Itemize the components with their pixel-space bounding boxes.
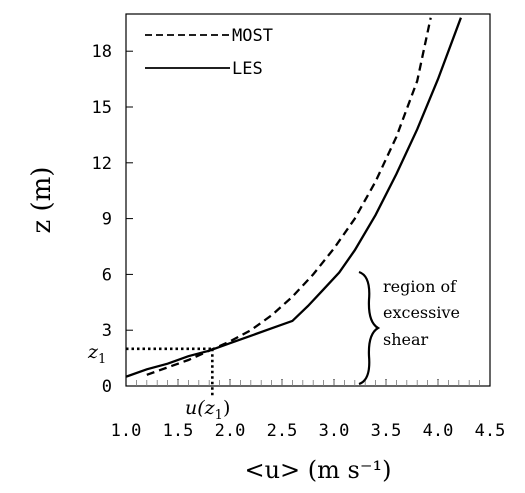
z1-label: z1 [87, 341, 106, 367]
x-axis: 1.0 1.5 2.0 2.5 3.0 3.5 4.0 4.5 [111, 379, 506, 441]
y-tick-label: 6 [102, 265, 112, 285]
x-tick-label: 3.0 [319, 421, 350, 441]
bottom-minor-ticks [135, 380, 481, 386]
x-tick-label: 2.0 [215, 421, 246, 441]
series-group [126, 17, 462, 378]
y-tick-label: 15 [92, 98, 112, 118]
x-tick-label: 3.5 [371, 421, 402, 441]
x-axis-title: <u> (m s⁻¹) [244, 456, 391, 484]
region-text-line3: shear [383, 330, 429, 349]
legend: MOST LES [145, 26, 273, 79]
x-tick-label: 4.5 [475, 421, 506, 441]
region-text-line2: excessive [383, 303, 460, 322]
uz1-label: u(z1) [185, 397, 230, 423]
legend-les-label: LES [232, 59, 263, 79]
y-tick-label: 9 [102, 210, 112, 230]
x-tick-label: 4.0 [423, 421, 454, 441]
y-tick-label: 3 [102, 321, 112, 341]
y-axis: 0 3 6 9 12 15 18 [92, 42, 133, 397]
series-les-line [126, 17, 462, 378]
y-axis-title: z (m) [27, 167, 57, 234]
region-text-line1: region of [383, 277, 457, 296]
y-tick-label: 0 [102, 377, 112, 397]
reference-lines [126, 347, 214, 396]
y-tick-label: 12 [92, 154, 112, 174]
plot-frame [125, 13, 491, 387]
region-brace [358, 270, 381, 386]
legend-most-label: MOST [232, 26, 273, 46]
series-most-line [146, 17, 432, 376]
y-tick-label: 18 [92, 42, 112, 62]
x-tick-label: 1.0 [111, 421, 142, 441]
x-tick-label: 1.5 [163, 421, 194, 441]
x-tick-label: 2.5 [267, 421, 298, 441]
